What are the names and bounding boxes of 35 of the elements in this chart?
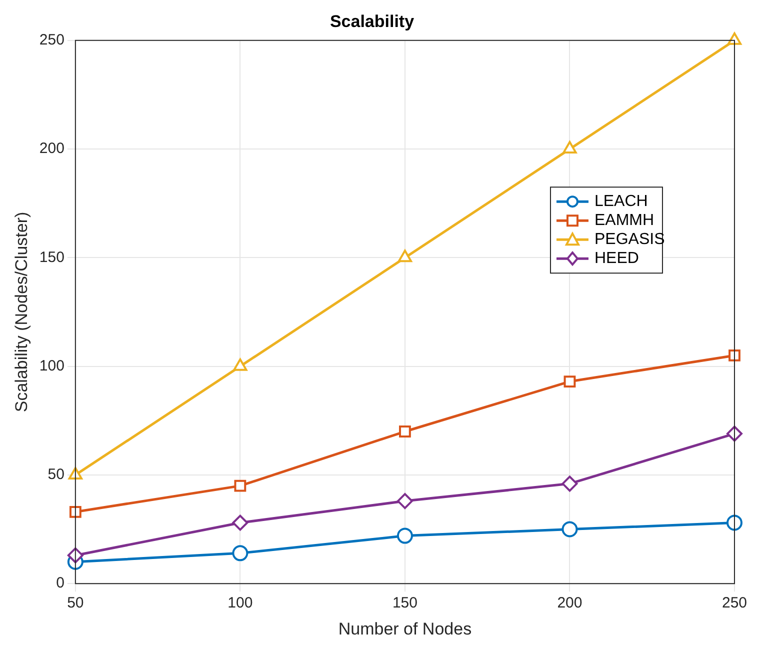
x-tick-label: 250 bbox=[722, 594, 747, 612]
y-tick-label: 150 bbox=[39, 248, 64, 266]
point bbox=[398, 250, 412, 262]
point bbox=[564, 376, 576, 388]
point bbox=[396, 493, 413, 510]
point bbox=[396, 528, 413, 544]
point bbox=[726, 514, 742, 531]
point bbox=[234, 480, 246, 492]
y-axis-title: Scalability (Nodes/Cluster) bbox=[12, 212, 31, 412]
legend-label: LEACH bbox=[594, 192, 648, 210]
point bbox=[232, 514, 248, 531]
x-tick-label: 200 bbox=[557, 594, 582, 612]
x-axis-title: Number of Nodes bbox=[338, 619, 472, 638]
y-tick-label: 50 bbox=[48, 466, 64, 484]
x-tick-label: 150 bbox=[392, 594, 418, 612]
point bbox=[399, 426, 411, 438]
y-tick-label: 250 bbox=[39, 32, 64, 49]
point bbox=[233, 358, 248, 371]
point bbox=[728, 350, 740, 362]
point bbox=[67, 547, 84, 564]
x-tick-label: 100 bbox=[228, 594, 253, 612]
point bbox=[562, 521, 578, 538]
point bbox=[562, 141, 577, 154]
point bbox=[69, 506, 82, 518]
point bbox=[727, 32, 742, 45]
y-tick-label: 100 bbox=[39, 357, 64, 374]
chart-title: Scalability bbox=[330, 12, 415, 31]
point bbox=[232, 545, 248, 562]
x-tick-label: 50 bbox=[67, 594, 84, 612]
point bbox=[726, 426, 742, 442]
y-tick-label: 0 bbox=[56, 574, 64, 592]
legend-label: HEED bbox=[594, 250, 639, 267]
legend-label: EAMMH bbox=[594, 212, 654, 229]
point bbox=[562, 476, 578, 492]
y-tick-label: 200 bbox=[39, 140, 64, 158]
